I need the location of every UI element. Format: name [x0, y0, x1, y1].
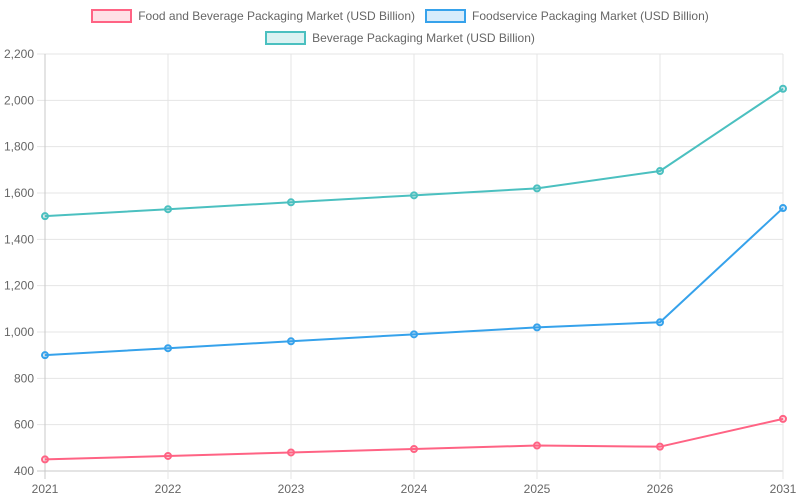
data-point[interactable]: [779, 84, 787, 93]
legend-row-2: Beverage Packaging Market (USD Billion): [0, 27, 800, 49]
x-tick-label: 2023: [278, 482, 305, 496]
data-point[interactable]: [164, 344, 172, 353]
y-tick-label: 1,600: [4, 186, 34, 200]
y-tick-label: 800: [14, 371, 34, 385]
data-point[interactable]: [779, 204, 787, 213]
data-point[interactable]: [41, 455, 49, 464]
y-tick-label: 1,200: [4, 279, 34, 293]
legend-swatch-beverage: [265, 31, 307, 45]
data-point[interactable]: [287, 198, 295, 207]
data-point[interactable]: [41, 212, 49, 221]
y-tick-label: 1,400: [4, 232, 34, 246]
data-series: [41, 84, 787, 464]
grid-lines: [37, 53, 784, 479]
y-tick-label: 1,000: [4, 325, 34, 339]
x-tick-label: 2025: [524, 482, 551, 496]
legend-label: Beverage Packaging Market (USD Billion): [312, 31, 535, 45]
data-point[interactable]: [164, 205, 172, 214]
data-point[interactable]: [779, 414, 787, 423]
y-tick-label: 1,800: [4, 140, 34, 154]
data-point[interactable]: [533, 323, 541, 332]
data-point[interactable]: [656, 442, 664, 451]
data-point[interactable]: [287, 448, 295, 457]
x-tick-label: 2024: [401, 482, 428, 496]
legend-item-foodservice[interactable]: Foodservice Packaging Market (USD Billio…: [425, 9, 709, 23]
data-point[interactable]: [410, 444, 418, 453]
series-line: [44, 417, 784, 461]
y-tick-label: 2,000: [4, 93, 34, 107]
y-tick-label: 600: [14, 418, 34, 432]
series-line: [44, 207, 784, 357]
legend-swatch-food-beverage: [91, 9, 133, 23]
x-tick-label: 2026: [647, 482, 674, 496]
legend-row-1: Food and Beverage Packaging Market (USD …: [0, 5, 800, 27]
data-point[interactable]: [533, 184, 541, 193]
data-point[interactable]: [164, 451, 172, 460]
data-point[interactable]: [410, 330, 418, 339]
chart-legend: Food and Beverage Packaging Market (USD …: [0, 0, 800, 49]
y-tick-label: 400: [14, 464, 34, 478]
y-tick-label: 2,200: [4, 47, 34, 61]
data-point[interactable]: [656, 166, 664, 175]
legend-swatch-foodservice: [425, 9, 467, 23]
series-line: [44, 87, 784, 218]
legend-label: Foodservice Packaging Market (USD Billio…: [472, 9, 709, 23]
data-point[interactable]: [656, 318, 664, 327]
x-tick-label: 2021: [32, 482, 59, 496]
x-tick-label: 2031: [770, 482, 797, 496]
data-point[interactable]: [287, 337, 295, 346]
x-axis: 2021 2022 2023 2024 2025 2026 2031: [32, 482, 797, 496]
data-point[interactable]: [41, 351, 49, 360]
data-point[interactable]: [410, 191, 418, 200]
x-tick-label: 2022: [155, 482, 182, 496]
y-axis: 400 600 800 1,000 1,200 1,400 1,600 1,800 2,000 2…: [4, 47, 34, 478]
data-point[interactable]: [533, 441, 541, 450]
legend-label: Food and Beverage Packaging Market (USD …: [138, 9, 416, 23]
legend-item-food-beverage[interactable]: Food and Beverage Packaging Market (USD …: [91, 9, 415, 23]
legend-item-beverage[interactable]: Beverage Packaging Market (USD Billion): [265, 31, 535, 45]
